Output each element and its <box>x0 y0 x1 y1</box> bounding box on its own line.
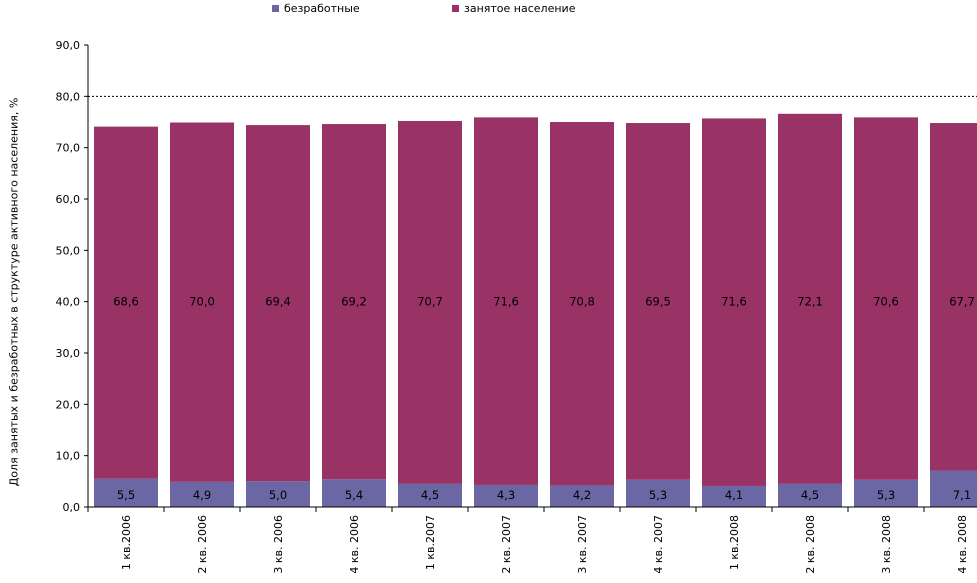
data-label-employed: 70,0 <box>189 295 215 309</box>
data-label-employed: 71,6 <box>493 295 519 309</box>
bar-employed <box>626 123 690 480</box>
bar-employed <box>398 120 462 484</box>
bar-employed <box>702 118 766 486</box>
y-tick-label: 30,0 <box>56 347 81 360</box>
bar-employed <box>170 122 234 482</box>
x-category-label: 4 кв. 2007 <box>652 515 665 574</box>
x-category-label: 3 кв. 2006 <box>272 515 285 574</box>
bar-unemployed <box>626 479 690 507</box>
data-label-unemployed: 5,3 <box>649 488 667 502</box>
data-label-employed: 69,2 <box>341 295 367 309</box>
bar-unemployed <box>474 484 538 507</box>
data-label-unemployed: 5,3 <box>877 488 895 502</box>
data-label-employed: 71,6 <box>721 295 747 309</box>
data-label-employed: 67,7 <box>949 295 975 309</box>
legend-label-employed: занятое население <box>464 2 576 15</box>
legend-swatch-employed <box>452 5 459 12</box>
legend-label-unemployed: безработные <box>284 2 360 15</box>
legend-swatch-unemployed <box>272 5 279 12</box>
data-label-unemployed: 5,4 <box>345 488 363 502</box>
x-category-label: 3 кв. 2008 <box>880 515 893 574</box>
legend-item-employed: занятое население <box>452 2 575 15</box>
x-category-label: 3 кв. 2007 <box>576 515 589 574</box>
y-tick-label: 70,0 <box>56 142 81 155</box>
y-tick-label: 10,0 <box>56 450 81 463</box>
y-tick-label: 0,0 <box>63 501 81 514</box>
data-label-unemployed: 4,1 <box>725 488 743 502</box>
y-tick-label: 20,0 <box>56 398 81 411</box>
bar-employed <box>246 125 310 482</box>
x-category-label: 2 кв. 2008 <box>804 515 817 574</box>
x-category-label: 1 кв.2006 <box>120 515 133 570</box>
data-label-employed: 69,4 <box>265 295 291 309</box>
bar-employed <box>778 113 842 484</box>
y-tick-label: 60,0 <box>56 193 81 206</box>
x-category-label: 2 кв. 2006 <box>196 515 209 574</box>
bar-unemployed <box>94 478 158 507</box>
data-label-employed: 70,6 <box>873 295 899 309</box>
data-label-unemployed: 4,2 <box>573 488 591 502</box>
data-label-employed: 72,1 <box>797 295 823 309</box>
data-label-employed: 70,7 <box>417 295 443 309</box>
bar-employed <box>550 122 614 486</box>
data-label-unemployed: 5,5 <box>117 488 135 502</box>
bar-unemployed <box>702 485 766 507</box>
bar-employed <box>854 117 918 480</box>
data-label-unemployed: 7,1 <box>953 488 971 502</box>
y-tick-label: 50,0 <box>56 244 81 257</box>
bar-unemployed <box>322 479 386 507</box>
bar-unemployed <box>246 481 310 507</box>
bar-unemployed <box>778 483 842 507</box>
bar-employed <box>322 124 386 480</box>
data-label-unemployed: 5,0 <box>269 488 287 502</box>
data-label-employed: 68,6 <box>113 295 139 309</box>
data-label-unemployed: 4,3 <box>497 488 515 502</box>
x-category-label: 1 кв.2007 <box>424 515 437 570</box>
data-label-unemployed: 4,9 <box>193 488 211 502</box>
y-tick-label: 80,0 <box>56 90 81 103</box>
data-label-unemployed: 4,5 <box>801 488 819 502</box>
bar-unemployed <box>398 483 462 507</box>
x-category-label: 2 кв. 2007 <box>500 515 513 574</box>
bar-unemployed <box>854 479 918 507</box>
x-category-label: 1 кв.2008 <box>728 515 741 570</box>
bar-employed <box>94 126 158 479</box>
y-tick-label: 90,0 <box>56 39 81 52</box>
x-category-label: 4 кв. 2006 <box>348 515 361 574</box>
y-tick-label: 40,0 <box>56 296 81 309</box>
bar-employed <box>474 117 538 485</box>
data-label-unemployed: 4,5 <box>421 488 439 502</box>
bar-unemployed <box>550 485 614 507</box>
bar-unemployed <box>930 470 977 507</box>
data-label-employed: 70,8 <box>569 295 595 309</box>
legend-item-unemployed: безработные <box>272 2 360 15</box>
x-category-label: 4 кв. 2008 <box>956 515 969 574</box>
bar-employed <box>930 123 977 471</box>
bar-unemployed <box>170 481 234 507</box>
data-label-employed: 69,5 <box>645 295 671 309</box>
